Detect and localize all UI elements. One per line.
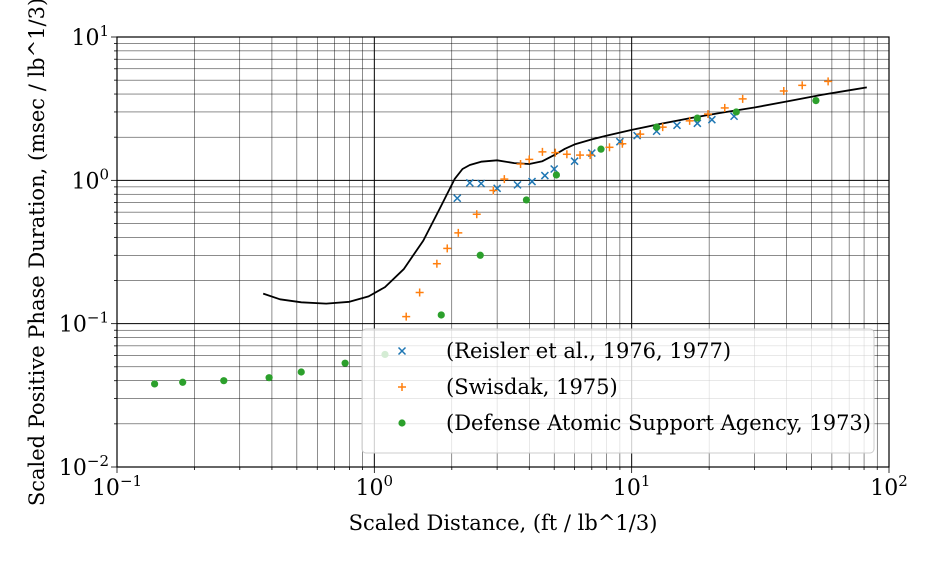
data-point	[453, 194, 462, 203]
data-point	[570, 157, 579, 166]
data-point	[824, 77, 833, 86]
data-point	[618, 139, 627, 148]
legend-box	[361, 328, 875, 454]
data-point	[798, 81, 807, 90]
data-point	[605, 143, 614, 152]
data-point	[151, 380, 159, 388]
data-point	[551, 148, 560, 157]
data-point	[265, 374, 273, 382]
data-point	[437, 311, 445, 319]
legend: (Reisler et al., 1976, 1977) (Swisdak, 19…	[361, 328, 875, 454]
data-point	[732, 108, 740, 116]
data-point	[693, 119, 702, 128]
reference-curve-line	[262, 86, 867, 305]
data-point	[432, 259, 441, 268]
series-reisler-et-al-1976-1977	[453, 112, 739, 203]
data-point	[586, 151, 595, 160]
data-point	[576, 151, 585, 160]
plot-frame	[116, 36, 890, 468]
data-point	[489, 186, 498, 195]
data-point	[415, 288, 424, 297]
data-point	[402, 312, 411, 321]
legend-marker	[398, 419, 406, 427]
data-point	[720, 103, 729, 112]
legend-label: (Reisler et al., 1976, 1977)	[446, 339, 731, 363]
data-point	[220, 377, 228, 385]
data-point	[472, 210, 481, 219]
series-reference-curve	[262, 86, 867, 305]
data-point	[550, 164, 559, 174]
data-point	[552, 171, 561, 179]
data-point	[633, 131, 642, 140]
data-point	[672, 121, 682, 130]
data-point	[653, 123, 661, 131]
data-point	[538, 147, 547, 156]
data-point	[540, 171, 549, 180]
data-point	[500, 175, 509, 184]
data-point	[341, 359, 349, 367]
legend-label: (Defense Atomic Support Agency, 1973)	[446, 411, 871, 435]
data-point	[454, 228, 463, 237]
y-tick-label: 101	[71, 22, 109, 51]
data-point	[527, 177, 537, 186]
data-point	[513, 180, 522, 189]
data-point	[636, 130, 645, 139]
data-point	[522, 196, 531, 204]
data-point	[707, 115, 716, 124]
data-point	[476, 251, 484, 259]
data-point	[704, 110, 713, 119]
data-point	[738, 94, 747, 103]
x-tick-label: 101	[613, 472, 651, 501]
x-tick-label: 100	[356, 472, 394, 501]
x-tick-label: 10−1	[92, 472, 142, 501]
x-tick-label: 102	[870, 472, 908, 501]
data-point	[812, 96, 820, 105]
x-axis-label: Scaled Distance, (ft / lb^1/3)	[349, 511, 658, 535]
plot-area	[151, 77, 867, 388]
data-point	[443, 244, 452, 253]
legend-marker	[397, 346, 407, 356]
data-point	[562, 150, 571, 159]
y-axis-label: Scaled Positive Phase Duration, (msec / …	[25, 0, 49, 506]
data-point	[779, 87, 788, 96]
data-point	[179, 378, 187, 386]
legend-label: (Swisdak, 1975)	[446, 375, 618, 399]
y-tick-label: 100	[71, 165, 109, 194]
series-defense-atomic-support-agency-1973	[151, 96, 820, 388]
data-point	[465, 178, 474, 187]
y-tick-label: 10−2	[59, 452, 109, 481]
data-point	[525, 155, 534, 164]
data-point	[597, 145, 605, 153]
y-tick-label: 10−1	[59, 309, 109, 338]
legend-marker	[398, 383, 406, 391]
data-point	[477, 179, 486, 188]
series-swisdak-1975	[402, 77, 833, 321]
data-point	[516, 160, 525, 169]
data-point	[685, 116, 694, 125]
data-point	[693, 114, 701, 122]
data-point	[297, 368, 305, 376]
